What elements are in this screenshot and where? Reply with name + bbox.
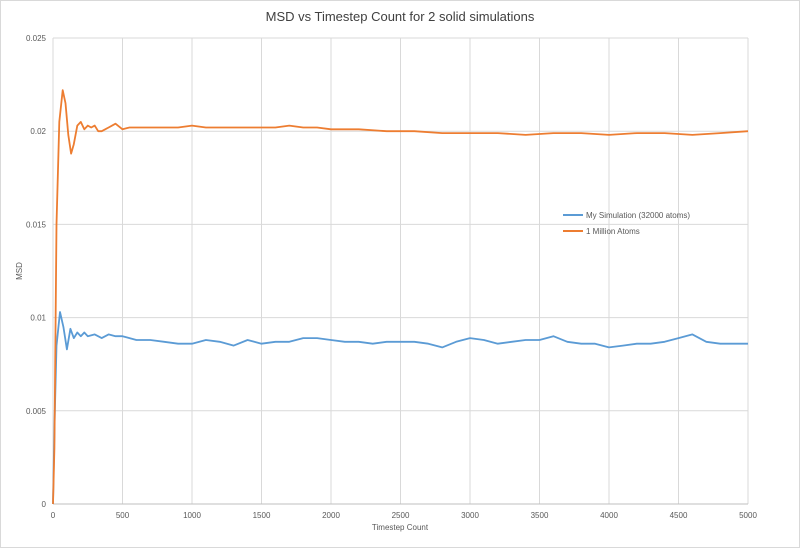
chart-title: MSD vs Timestep Count for 2 solid simula…: [266, 9, 535, 24]
y-tick-label: 0: [42, 500, 47, 509]
series-line-1-million-atoms: [52, 89, 749, 505]
y-tick-label: 0.015: [26, 220, 47, 229]
y-axis-label: MSD: [15, 262, 24, 280]
y-tick-label: 0.02: [30, 127, 46, 136]
gridlines: [52, 37, 749, 505]
x-tick-label: 500: [116, 511, 130, 520]
legend-label-my-simulation: My Simulation (32000 atoms): [586, 211, 690, 220]
x-tick-labels: 0 500 1000 1500 2000 2500 3000 3500 4000 4500 5000: [51, 511, 758, 520]
y-tick-label: 0.005: [26, 407, 47, 416]
y-tick-label: 0.025: [26, 34, 47, 43]
x-tick-label: 3000: [461, 511, 479, 520]
x-tick-label: 3500: [531, 511, 549, 520]
x-tick-label: 1000: [183, 511, 201, 520]
x-tick-label: 5000: [739, 511, 757, 520]
series-lines: [52, 89, 749, 505]
y-tick-labels: 0 0.005 0.01 0.015 0.02 0.025: [26, 34, 47, 509]
y-tick-label: 0.01: [30, 314, 46, 323]
x-tick-label: 4000: [600, 511, 618, 520]
x-tick-label: 4500: [670, 511, 688, 520]
x-tick-label: 2000: [322, 511, 340, 520]
series-line-my-simulation: [52, 311, 748, 505]
x-tick-label: 1500: [253, 511, 271, 520]
legend: My Simulation (32000 atoms) 1 Million At…: [563, 211, 690, 236]
legend-label-1-million-atoms: 1 Million Atoms: [586, 227, 640, 236]
x-tick-label: 0: [51, 511, 56, 520]
x-axis-label: Timestep Count: [372, 523, 429, 532]
x-tick-label: 2500: [392, 511, 410, 520]
